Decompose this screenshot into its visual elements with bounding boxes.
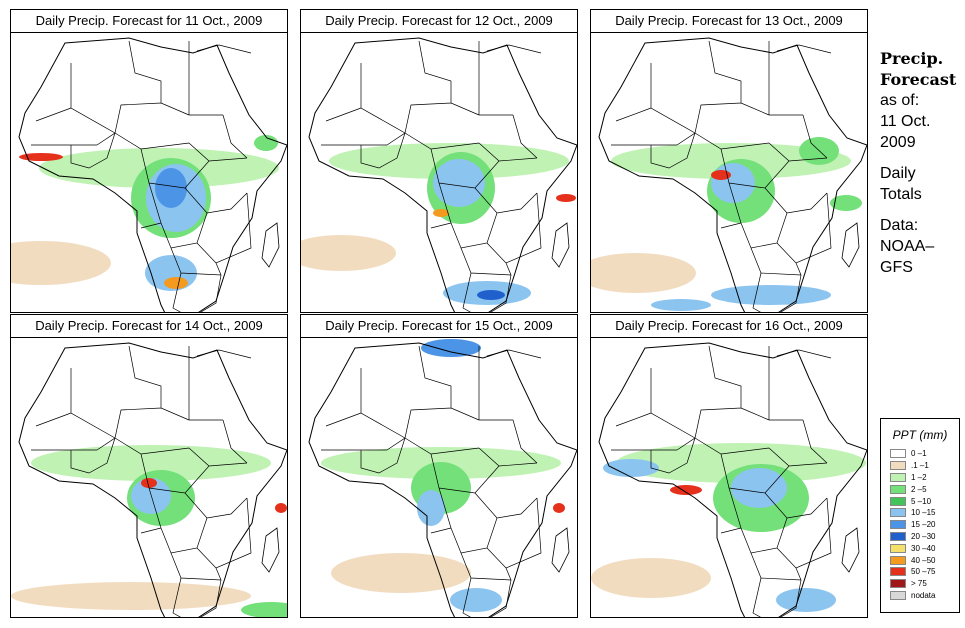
legend-label: > 75 — [911, 579, 927, 589]
legend-label: 2 –5 — [911, 484, 927, 494]
legend-swatch — [890, 449, 906, 459]
legend-swatch — [890, 543, 906, 553]
precip-map — [590, 32, 868, 313]
precip-map — [10, 32, 288, 313]
forecast-panel-oct11: Daily Precip. Forecast for 11 Oct., 2009 — [10, 9, 288, 313]
asof-date-1: 11 Oct. — [880, 113, 931, 130]
legend-label: nodata — [911, 590, 936, 600]
legend-swatch — [890, 472, 906, 482]
legend-row: nodata — [881, 590, 959, 602]
heading-line-2: Forecast — [880, 70, 957, 89]
forecast-panel-oct12: Daily Precip. Forecast for 12 Oct., 2009 — [300, 9, 578, 313]
legend-label: 20 –30 — [911, 531, 936, 541]
legend-title: PPT (mm) — [892, 428, 948, 442]
legend-swatch — [890, 496, 906, 506]
totals-line-2: Totals — [880, 186, 922, 203]
legend-row: 50 –75 — [881, 566, 959, 578]
panel-title: Daily Precip. Forecast for 15 Oct., 2009 — [300, 314, 578, 338]
legend-row: 5 –10 — [881, 495, 959, 507]
legend-swatch — [890, 590, 906, 600]
data-line-2: NOAA– — [880, 238, 935, 255]
forecast-info: Precip. Forecast as of: 11 Oct. 2009 Dai… — [880, 48, 964, 278]
legend-label: 50 –75 — [911, 567, 936, 577]
legend-label: .1 –1 — [911, 461, 929, 471]
legend-swatch — [890, 461, 906, 471]
forecast-panel-oct14: Daily Precip. Forecast for 14 Oct., 2009 — [10, 314, 288, 618]
forecast-panel-oct13: Daily Precip. Forecast for 13 Oct., 2009 — [590, 9, 868, 313]
legend-row: 2 –5 — [881, 483, 959, 495]
asof-date-2: 2009 — [880, 134, 916, 151]
legend-swatch — [890, 531, 906, 541]
legend-swatch — [890, 579, 906, 589]
legend-row: > 75 — [881, 578, 959, 590]
legend-row: 1 –2 — [881, 472, 959, 484]
panel-title: Daily Precip. Forecast for 11 Oct., 2009 — [10, 9, 288, 33]
heading-line-1: Precip. — [880, 49, 944, 68]
precip-map — [590, 337, 868, 618]
forecast-panel-oct16: Daily Precip. Forecast for 16 Oct., 2009 — [590, 314, 868, 618]
asof-label: as of: — [880, 92, 920, 109]
legend-label: 0 –1 — [911, 449, 927, 459]
legend-swatch — [890, 555, 906, 565]
precip-map — [300, 32, 578, 313]
legend-label: 40 –50 — [911, 555, 936, 565]
panel-title: Daily Precip. Forecast for 16 Oct., 2009 — [590, 314, 868, 338]
precip-map — [300, 337, 578, 618]
ppt-legend: PPT (mm) 0 –1 .1 –1 1 –2 2 –5 5 –10 10 –15 15 … — [880, 418, 960, 613]
legend-label: 5 –10 — [911, 496, 932, 506]
legend-swatch — [890, 508, 906, 518]
panel-title: Daily Precip. Forecast for 14 Oct., 2009 — [10, 314, 288, 338]
legend-row: 20 –30 — [881, 531, 959, 543]
panel-title: Daily Precip. Forecast for 13 Oct., 2009 — [590, 9, 868, 33]
legend-row: 0 –1 — [881, 448, 959, 460]
totals-line-1: Daily — [880, 165, 916, 182]
panel-title: Daily Precip. Forecast for 12 Oct., 2009 — [300, 9, 578, 33]
legend-swatch — [890, 484, 906, 494]
legend-label: 10 –15 — [911, 508, 936, 518]
legend-row: 15 –20 — [881, 519, 959, 531]
legend-row: 30 –40 — [881, 542, 959, 554]
legend-row: 10 –15 — [881, 507, 959, 519]
forecast-panel-oct15: Daily Precip. Forecast for 15 Oct., 2009 — [300, 314, 578, 618]
legend-label: 15 –20 — [911, 520, 936, 530]
data-line-3: GFS — [880, 259, 913, 276]
legend-row: 40 –50 — [881, 554, 959, 566]
legend-swatch — [890, 567, 906, 577]
legend-label: 30 –40 — [911, 543, 936, 553]
precip-map — [10, 337, 288, 618]
data-line-1: Data: — [880, 217, 919, 234]
legend-label: 1 –2 — [911, 472, 927, 482]
legend-swatch — [890, 520, 906, 530]
legend-row: .1 –1 — [881, 460, 959, 472]
